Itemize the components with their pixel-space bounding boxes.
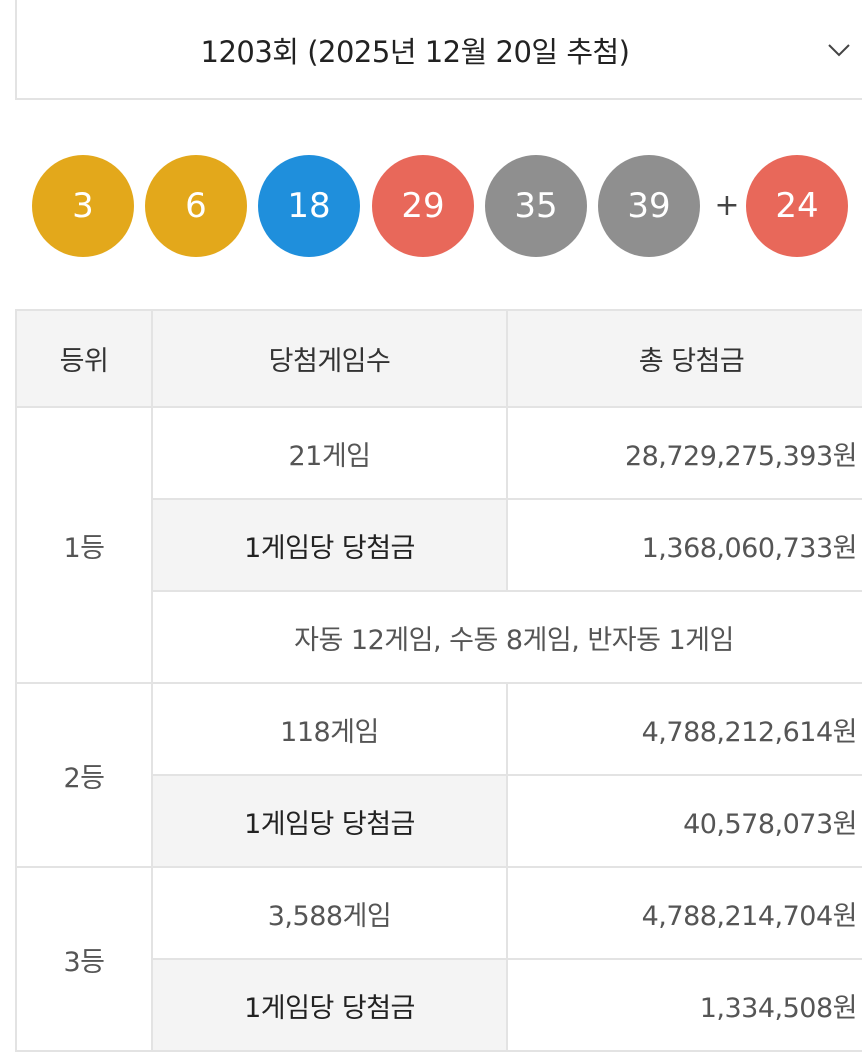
round-selector[interactable]: 1203회 (2025년 12월 20일 추첨) xyxy=(15,0,862,100)
table-row: 자동 12게임, 수동 8게임, 반자동 1게임 xyxy=(16,590,862,684)
table-row: 1게임당 당첨금 40,578,073원 xyxy=(16,774,862,868)
number-ball-4: 29 xyxy=(372,155,474,257)
chevron-down-icon[interactable] xyxy=(827,38,851,62)
prize-table: 등위 당첨게임수 총 당첨금 1등 21게임 28,729,275,393원 1… xyxy=(15,309,862,1052)
header-rank: 등위 xyxy=(15,309,153,408)
total-prize-cell: 4,788,214,704원 xyxy=(506,866,862,960)
header-total: 총 당첨금 xyxy=(506,309,862,408)
per-game-prize-cell: 1,368,060,733원 xyxy=(506,498,862,592)
games-cell: 3,588게임 xyxy=(151,866,508,960)
number-ball-1: 3 xyxy=(32,155,134,257)
table-header-row: 등위 당첨게임수 총 당첨금 xyxy=(15,309,862,408)
purchase-detail-cell: 자동 12게임, 수동 8게임, 반자동 1게임 xyxy=(151,590,862,684)
per-game-label: 1게임당 당첨금 xyxy=(151,958,508,1052)
header-games: 당첨게임수 xyxy=(151,309,508,408)
table-row: 2등 118게임 4,788,212,614원 xyxy=(15,682,862,868)
number-ball-2: 6 xyxy=(145,155,247,257)
rank-cell: 3등 xyxy=(15,866,153,1052)
winning-numbers: 3 6 18 29 35 39 + 24 xyxy=(0,155,862,257)
number-ball-3: 18 xyxy=(258,155,360,257)
round-title: 1203회 (2025년 12월 20일 추첨) xyxy=(200,35,631,69)
total-prize-cell: 28,729,275,393원 xyxy=(506,406,862,500)
per-game-prize-cell: 40,578,073원 xyxy=(506,774,862,868)
rank-cell: 2등 xyxy=(15,682,153,868)
table-row: 1게임당 당첨금 1,368,060,733원 xyxy=(16,498,862,592)
games-cell: 21게임 xyxy=(151,406,508,500)
games-cell: 118게임 xyxy=(151,682,508,776)
rank-cell: 1등 xyxy=(15,406,153,684)
plus-sign: + xyxy=(714,187,740,223)
per-game-label: 1게임당 당첨금 xyxy=(151,774,508,868)
per-game-label: 1게임당 당첨금 xyxy=(151,498,508,592)
number-ball-5: 35 xyxy=(485,155,587,257)
table-row: 1등 21게임 28,729,275,393원 xyxy=(15,406,862,684)
total-prize-cell: 4,788,212,614원 xyxy=(506,682,862,776)
per-game-prize-cell: 1,334,508원 xyxy=(506,958,862,1052)
table-row: 3등 3,588게임 4,788,214,704원 xyxy=(15,866,862,1052)
number-ball-6: 39 xyxy=(598,155,700,257)
bonus-ball: 24 xyxy=(746,155,848,257)
